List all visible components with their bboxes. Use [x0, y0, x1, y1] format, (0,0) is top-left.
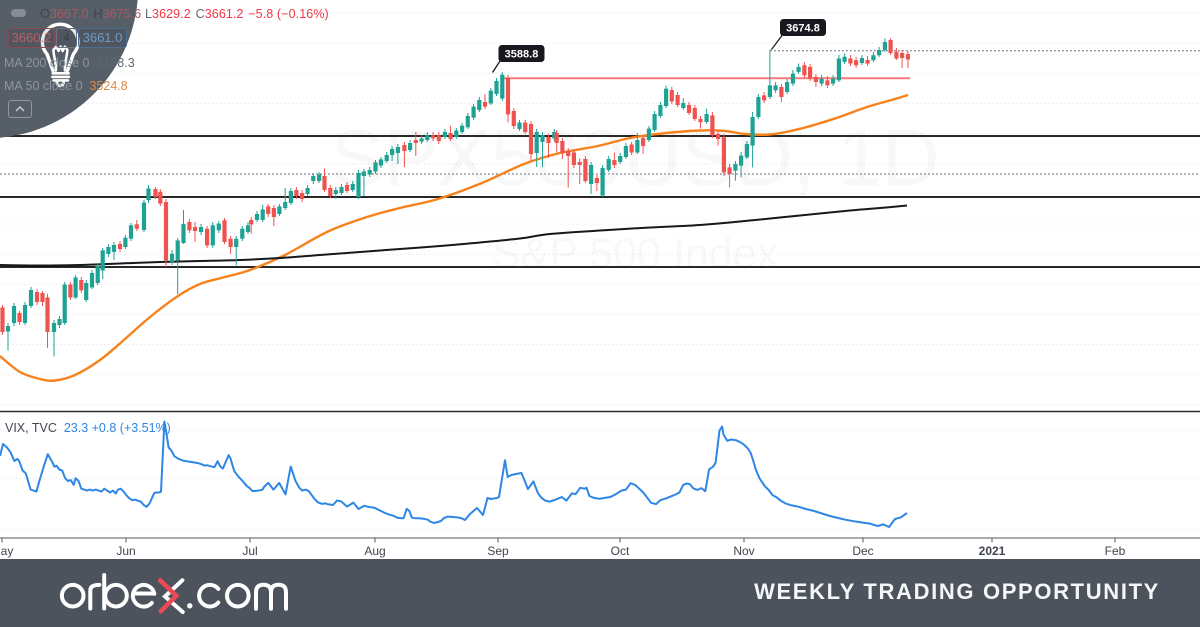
svg-text:Dec: Dec — [852, 544, 873, 558]
svg-text:S&P 500 Index: S&P 500 Index — [492, 230, 779, 278]
svg-text:Oct: Oct — [611, 544, 630, 558]
svg-text:SPX500USD, 1D: SPX500USD, 1D — [330, 113, 939, 202]
svg-text:Jul: Jul — [242, 544, 257, 558]
svg-text:Jun: Jun — [116, 544, 135, 558]
svg-text:Feb: Feb — [1105, 544, 1126, 558]
svg-text:May: May — [0, 544, 13, 558]
svg-text:Nov: Nov — [733, 544, 754, 558]
svg-text:2021: 2021 — [979, 544, 1006, 558]
svg-text:Sep: Sep — [487, 544, 509, 558]
svg-text:3674.8: 3674.8 — [786, 23, 820, 35]
svg-text:3588.8: 3588.8 — [505, 49, 539, 61]
svg-text:Aug: Aug — [364, 544, 385, 558]
